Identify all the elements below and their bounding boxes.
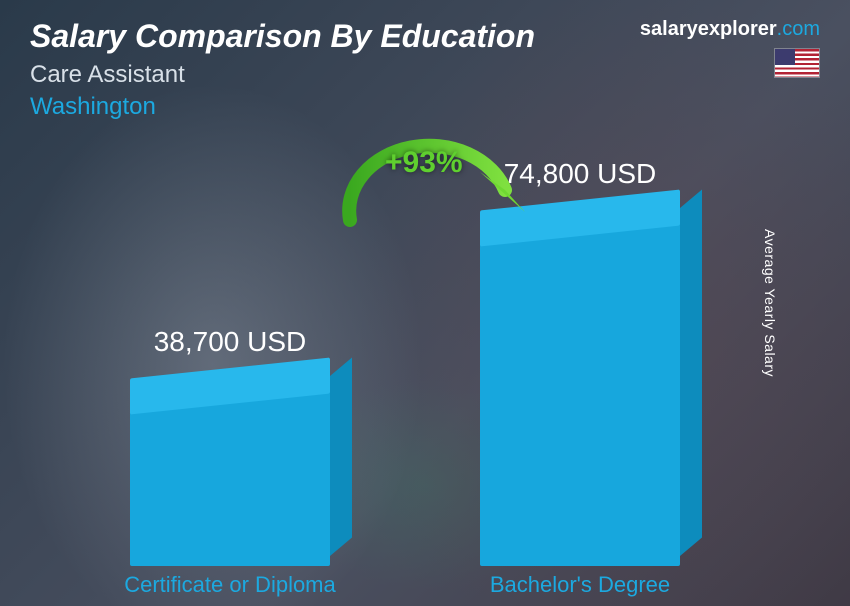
page-subtitle: Care Assistant [30,61,820,89]
pct-change-label: +93% [385,146,463,180]
bar-bachelor [480,218,680,566]
bar-chart: 38,700 USD Certificate or Diploma 74,800… [0,140,850,606]
brand-domain: .com [777,18,820,40]
brand-logo: salaryexplorer.com [640,18,820,41]
category-label-bachelor: Bachelor's Degree [440,572,720,598]
page-location: Washington [30,93,820,121]
bar-certificate [130,386,330,566]
bar-side [680,190,702,556]
us-flag-icon [774,48,820,78]
bar-side [330,358,352,556]
category-label-certificate: Certificate or Diploma [90,572,370,598]
brand-name: salaryexplorer [640,18,777,40]
bar-front [130,386,330,566]
value-label-certificate: 38,700 USD [90,326,370,358]
bar-front [480,218,680,566]
